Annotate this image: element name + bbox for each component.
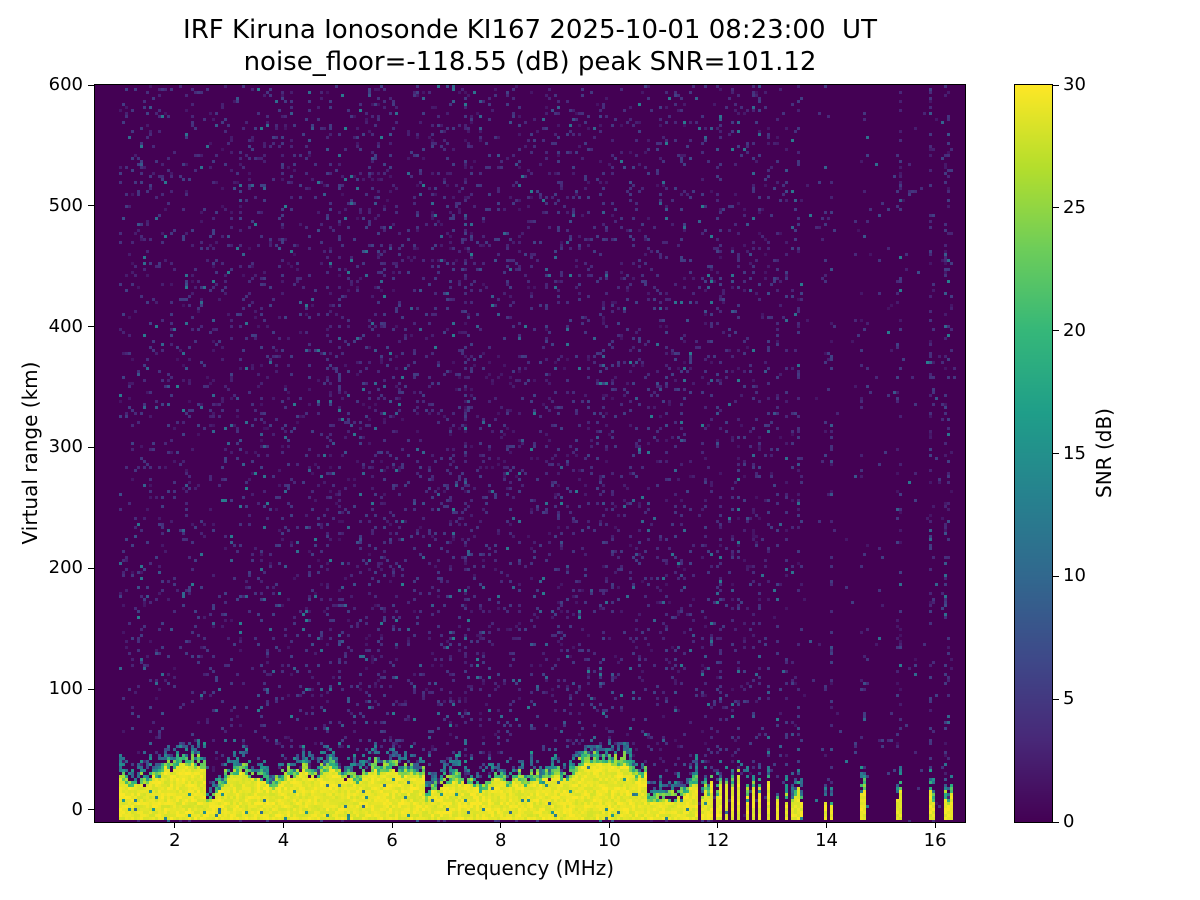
colorbar-tick-mark [1053,698,1059,700]
x-tick-label: 14 [815,830,838,851]
y-tick-mark [88,688,94,690]
x-tick-mark [826,822,828,828]
y-tick-label: 600 [48,74,83,95]
y-tick-mark [88,326,94,328]
x-tick-mark [500,822,502,828]
y-tick-mark [88,567,94,569]
x-tick-label: 16 [923,830,947,851]
x-axis-label: Frequency (MHz) [445,856,615,880]
chart-subtitle: noise_floor=-118.55 (dB) peak SNR=101.12 [243,47,817,77]
colorbar-tick-label: 20 [1063,319,1086,341]
x-tick-label: 6 [386,830,398,851]
colorbar-tick-label: 30 [1063,74,1086,95]
colorbar-gradient [1015,85,1052,822]
y-axis-label: Virtual range (km) [18,361,42,545]
y-tick-label: 0 [71,798,83,820]
x-tick-mark [717,822,719,828]
x-tick-label: 2 [169,830,181,851]
y-tick-mark [88,446,94,448]
y-tick-label: 500 [48,194,83,216]
x-tick-mark [174,822,176,828]
y-tick-label: 100 [48,678,83,700]
x-tick-mark [282,822,284,828]
colorbar-tick-label: 10 [1063,565,1086,587]
x-tick-label: 8 [494,830,507,851]
x-tick-mark [391,822,393,828]
y-tick-mark [88,205,94,207]
colorbar-tick-mark [1053,453,1059,454]
colorbar-tick-mark [1053,84,1059,86]
colorbar-tick-mark [1053,821,1059,823]
y-tick-mark [88,809,94,811]
colorbar-tick-label: 0 [1063,811,1075,832]
y-tick-mark [88,84,94,86]
colorbar-tick-mark [1053,330,1059,332]
x-tick-label: 4 [277,830,290,851]
colorbar-tick-mark [1053,575,1059,577]
y-tick-label: 400 [48,315,83,337]
x-tick-label: 10 [597,830,621,851]
chart-title: IRF Kiruna Ionosonde KI167 2025-10-01 08… [183,15,877,45]
x-tick-mark [608,822,610,828]
colorbar-tick-label: 25 [1063,196,1086,218]
y-tick-label: 300 [48,436,83,458]
x-tick-mark [934,822,936,828]
x-tick-label: 12 [706,830,730,851]
ionogram-heatmap-canvas [95,85,965,822]
y-tick-label: 200 [48,557,83,579]
colorbar-tick-mark [1053,207,1059,209]
colorbar-tick-label: 15 [1063,442,1086,464]
colorbar-tick-label: 5 [1063,688,1075,710]
